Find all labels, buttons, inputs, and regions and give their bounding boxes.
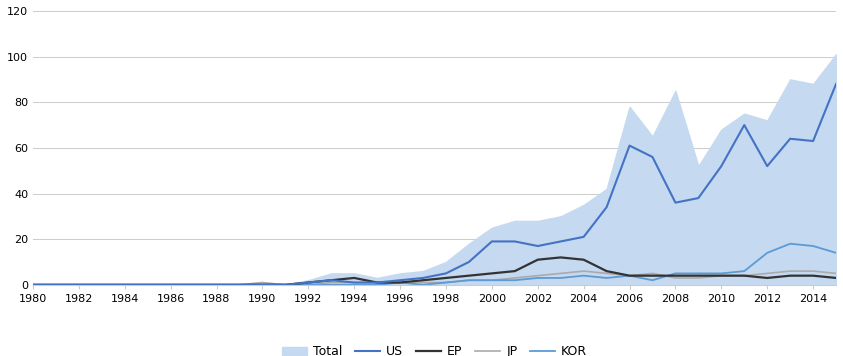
Legend: Total, US, EP, JP, KOR: Total, US, EP, JP, KOR <box>277 340 592 356</box>
